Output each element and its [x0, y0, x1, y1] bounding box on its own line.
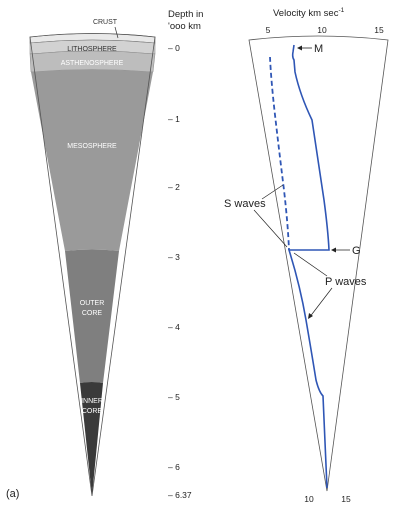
velocity-top-tick-10: 10 [317, 25, 327, 35]
depth-axis-title-line1: Depth in [168, 9, 203, 20]
s-waves-pointer-2 [253, 209, 288, 248]
g-arrowhead [331, 247, 336, 253]
p-wave-curve [287, 44, 330, 489]
outer-core-label-line1: OUTER [80, 300, 105, 307]
p-waves-arrowhead [308, 313, 313, 319]
velocity-axis-title-text: Velocity km sec [273, 8, 339, 19]
depth-tick-5: – 5 [168, 392, 180, 402]
velocity-top-tick-5: 5 [266, 25, 271, 35]
depth-axis-title-line2: 'ooo km [168, 21, 201, 32]
velocity-bottom-tick-15: 15 [341, 494, 351, 504]
depth-ticks: – 0 – 1 – 2 – 3 – 4 – 5 – 6 – 6.37 [168, 43, 192, 500]
depth-tick-0: – 0 [168, 43, 180, 53]
velocity-top-tick-15: 15 [374, 25, 384, 35]
inner-core-label-line2: CORE [82, 408, 103, 415]
p-waves-pointer-2 [308, 287, 333, 319]
inner-core-label-line1: INNER [81, 398, 103, 405]
wedge-outline [29, 33, 156, 497]
asthenosphere-label: ASTHENOSPHERE [61, 60, 124, 67]
lithosphere-label: LITHOSPHERE [67, 46, 117, 53]
s-waves-pointer-1 [261, 184, 284, 200]
s-wave-curve [269, 56, 290, 251]
m-label: M [314, 43, 323, 55]
p-waves-label: P waves [325, 276, 367, 288]
p-waves-pointer-1 [293, 252, 328, 277]
depth-tick-1: – 1 [168, 114, 180, 124]
depth-tick-6: – 6 [168, 462, 180, 472]
crust-label: CRUST [93, 19, 118, 26]
g-label: G [352, 245, 361, 257]
depth-tick-6-37: – 6.37 [168, 490, 192, 500]
panel-label: (a) [6, 488, 19, 500]
velocity-wedge-outline [248, 35, 389, 492]
velocity-axis-title: Velocity km sec-1 [273, 7, 345, 19]
mesosphere-label: MESOSPHERE [67, 143, 117, 150]
depth-tick-3: – 3 [168, 252, 180, 262]
mesosphere-layer [31, 69, 153, 251]
velocity-bottom-tick-10: 10 [304, 494, 314, 504]
s-waves-label: S waves [224, 198, 266, 210]
outer-core-layer [65, 249, 119, 383]
depth-tick-4: – 4 [168, 322, 180, 332]
m-arrowhead [297, 45, 302, 51]
earth-layer-wedge [29, 33, 156, 497]
crust-pointer [114, 26, 119, 39]
depth-tick-2: – 2 [168, 182, 180, 192]
outer-core-label-line2: CORE [82, 310, 103, 317]
velocity-axis-title-superscript: -1 [338, 7, 344, 14]
inner-core-layer [80, 382, 103, 496]
